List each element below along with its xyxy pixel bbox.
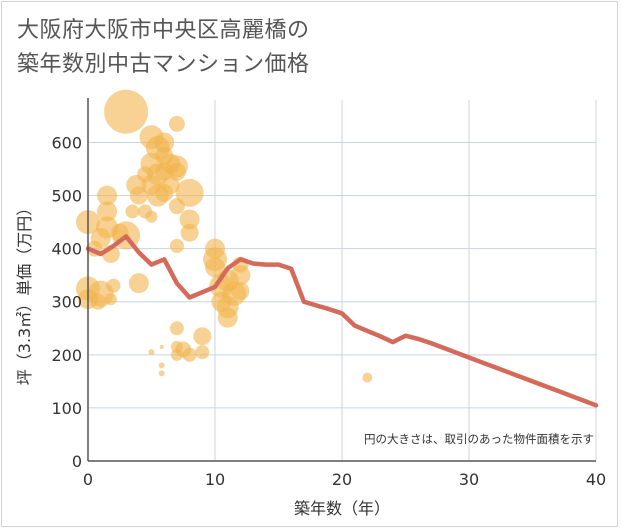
bubble-point-19 bbox=[128, 273, 149, 294]
x-tick-label-30: 30 bbox=[459, 470, 479, 489]
bubble-point-56 bbox=[205, 257, 225, 278]
bubble-point-25 bbox=[145, 210, 158, 223]
y-tick-label-400: 400 bbox=[51, 240, 82, 259]
bubble-point-7 bbox=[97, 185, 118, 206]
bubble-point-49 bbox=[179, 209, 200, 230]
bubble-point-11 bbox=[106, 278, 121, 293]
bubble-point-35 bbox=[158, 362, 165, 369]
y-tick-label-300: 300 bbox=[51, 293, 82, 312]
bubble-point-30 bbox=[154, 132, 175, 153]
bubble-point-16 bbox=[125, 204, 140, 219]
bubble-point-66 bbox=[362, 372, 373, 383]
bubble-point-44 bbox=[169, 321, 184, 336]
y-tick-label-200: 200 bbox=[51, 346, 82, 365]
axes bbox=[87, 98, 596, 462]
x-axis-label: 築年数（年） bbox=[294, 499, 390, 518]
bubble-point-34 bbox=[159, 344, 164, 349]
bubble-point-61 bbox=[217, 307, 238, 328]
bubble-point-8 bbox=[97, 201, 118, 222]
bubble-point-48 bbox=[175, 178, 204, 207]
chart-title: 大阪府大阪市中央区高麗橋の 築年数別中古マンション価格 bbox=[17, 14, 310, 82]
bubble-point-43 bbox=[169, 238, 184, 253]
bubble-point-39 bbox=[168, 115, 185, 132]
y-tick-label-0: 0 bbox=[72, 452, 82, 471]
x-tick-label-40: 40 bbox=[586, 470, 606, 489]
bubble-point-12 bbox=[104, 293, 117, 306]
bubble-point-64 bbox=[230, 265, 251, 286]
bubble-point-65 bbox=[231, 282, 250, 301]
y-tick-label-600: 600 bbox=[51, 133, 82, 152]
chart-title-line-2: 築年数別中古マンション価格 bbox=[17, 52, 310, 77]
bubble-point-53 bbox=[195, 345, 210, 360]
bubble-point-52 bbox=[193, 327, 212, 346]
bubble-point-26 bbox=[148, 349, 155, 356]
bubble-point-36 bbox=[158, 370, 165, 377]
x-tick-label-10: 10 bbox=[205, 470, 225, 489]
x-tick-label-0: 0 bbox=[83, 470, 93, 489]
bubble-point-18 bbox=[129, 186, 148, 205]
bubble-point-14 bbox=[104, 89, 149, 134]
chart-title-line-1: 大阪府大阪市中央区高麗橋の bbox=[17, 18, 310, 43]
y-axis-label: 坪（3.3㎡）単価（万円） bbox=[15, 200, 34, 385]
y-tick-label-500: 500 bbox=[51, 187, 82, 206]
bubble-point-50 bbox=[180, 223, 199, 242]
bubble-size-note: 円の大きさは、取引のあった物件面積を示す bbox=[364, 432, 594, 446]
y-tick-label-100: 100 bbox=[51, 399, 82, 418]
x-tick-label-20: 20 bbox=[332, 470, 352, 489]
average-price-line bbox=[85, 234, 599, 408]
bubble-point-41 bbox=[167, 162, 186, 181]
bubble-series bbox=[76, 89, 373, 383]
bubble-point-51 bbox=[182, 347, 197, 362]
